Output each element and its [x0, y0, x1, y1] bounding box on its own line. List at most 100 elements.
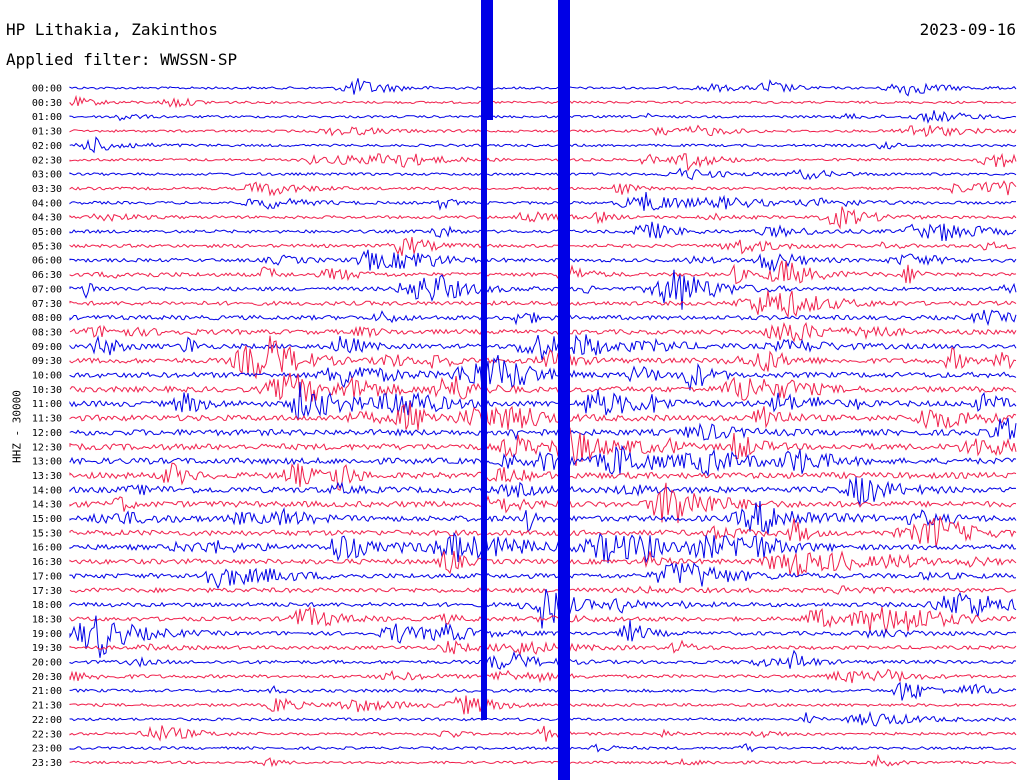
- trace-line: [69, 94, 1017, 109]
- trace-line: [69, 668, 1017, 684]
- row-label: 21:30: [32, 701, 62, 712]
- row-label: 20:00: [32, 658, 62, 669]
- trace-line: [69, 500, 1017, 535]
- row-label: 01:00: [32, 112, 62, 123]
- trace-line: [69, 290, 1017, 319]
- row-label: 06:00: [32, 256, 62, 267]
- trace-line: [69, 427, 1017, 467]
- saturated-signal: [481, 0, 493, 120]
- row-label: 07:30: [32, 299, 62, 310]
- saturated-signal: [481, 120, 487, 720]
- trace-line: [69, 639, 1017, 657]
- trace-line: [69, 606, 1017, 633]
- row-label: 16:30: [32, 557, 62, 568]
- trace-line: [69, 180, 1017, 197]
- trace-line: [69, 78, 1017, 97]
- row-label: 00:30: [32, 98, 62, 109]
- trace-line: [69, 710, 1017, 727]
- row-label: 04:30: [32, 213, 62, 224]
- row-label: 16:00: [32, 543, 62, 554]
- trace-line: [69, 321, 1017, 343]
- row-label: 14:30: [32, 500, 62, 511]
- trace-line: [69, 725, 1017, 742]
- trace-line: [69, 482, 1017, 524]
- row-label: 12:30: [32, 442, 62, 453]
- row-label: 10:00: [32, 371, 62, 382]
- trace-line: [69, 206, 1017, 230]
- trace-line: [69, 236, 1017, 256]
- row-label: 19:30: [32, 643, 62, 654]
- row-label: 20:30: [32, 672, 62, 683]
- trace-line: [69, 335, 1017, 380]
- row-label: 15:00: [32, 514, 62, 525]
- trace-line: [69, 260, 1017, 285]
- row-label-group: 00:00 00:30 01:00 01:30 02:00 02:30 03:00 03:30…: [32, 84, 62, 769]
- row-label: 18:30: [32, 614, 62, 625]
- row-label: 07:00: [32, 284, 62, 295]
- row-label: 02:00: [32, 141, 62, 152]
- trace-line: [69, 550, 1017, 578]
- record-date: 2023-09-16: [919, 20, 1016, 39]
- trace-line: [69, 649, 1017, 670]
- trace-line: [69, 269, 1017, 310]
- row-label: 00:00: [32, 84, 62, 95]
- row-label: 23:00: [32, 744, 62, 755]
- row-label: 17:30: [32, 586, 62, 597]
- row-label: 10:30: [32, 385, 62, 396]
- trace-line: [69, 695, 1017, 715]
- row-label: 02:30: [32, 155, 62, 166]
- trace-line: [69, 753, 1017, 768]
- trace-line: [69, 476, 1017, 507]
- row-label: 13:00: [32, 457, 62, 468]
- row-label: 06:30: [32, 270, 62, 281]
- trace-line: [69, 615, 1017, 658]
- row-label: 17:00: [32, 571, 62, 582]
- trace-line: [69, 192, 1017, 211]
- trace-line: [69, 681, 1017, 701]
- trace-group: [69, 0, 1017, 780]
- row-label: 14:00: [32, 485, 62, 496]
- row-label: 22:30: [32, 729, 62, 740]
- trace-line: [69, 221, 1017, 241]
- trace-line: [69, 444, 1017, 478]
- trace-line: [69, 381, 1017, 421]
- saturated-signal: [558, 0, 570, 780]
- row-label: 11:00: [32, 399, 62, 410]
- row-label: 22:00: [32, 715, 62, 726]
- trace-line: [69, 417, 1017, 441]
- trace-line: [69, 562, 1017, 590]
- trace-line: [69, 588, 1017, 629]
- row-label: 11:30: [32, 414, 62, 425]
- row-label: 19:00: [32, 629, 62, 640]
- trace-line: [69, 531, 1017, 564]
- trace-line: [69, 136, 1017, 154]
- row-label: 03:00: [32, 170, 62, 181]
- trace-line: [69, 167, 1017, 181]
- trace-line: [69, 152, 1017, 172]
- trace-line: [69, 462, 1017, 492]
- row-label: 08:00: [32, 313, 62, 324]
- row-label: 09:30: [32, 356, 62, 367]
- filter-label: Applied filter: WWSSN-SP: [6, 50, 238, 69]
- row-label: 05:00: [32, 227, 62, 238]
- trace-line: [69, 124, 1017, 138]
- row-label: 08:30: [32, 327, 62, 338]
- row-label: 23:30: [32, 758, 62, 769]
- row-label: 18:00: [32, 600, 62, 611]
- row-label: 13:30: [32, 471, 62, 482]
- trace-line: [69, 309, 1017, 327]
- row-label: 01:30: [32, 127, 62, 138]
- row-label: 05:30: [32, 241, 62, 252]
- trace-line: [69, 354, 1017, 391]
- row-label: 03:30: [32, 184, 62, 195]
- row-label: 21:00: [32, 686, 62, 697]
- trace-line: [69, 516, 1017, 548]
- trace-line: [69, 372, 1017, 402]
- trace-line: [69, 585, 1017, 595]
- trace-line: [69, 334, 1017, 361]
- station-title: HP Lithakia, Zakinthos: [6, 20, 218, 39]
- row-label: 09:00: [32, 342, 62, 353]
- row-label: 04:00: [32, 198, 62, 209]
- trace-line: [69, 249, 1017, 273]
- trace-line: [69, 400, 1017, 431]
